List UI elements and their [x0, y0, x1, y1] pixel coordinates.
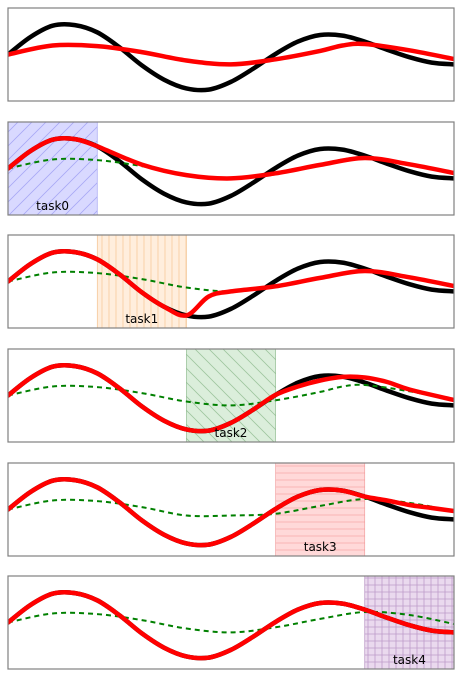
- task-label-3: task3: [304, 540, 337, 554]
- task-region-4: [364, 575, 455, 670]
- panel-4: task3: [7, 462, 455, 557]
- panel-2: task1: [7, 234, 455, 329]
- task-label-4: task4: [393, 653, 426, 667]
- task-region-2: [186, 348, 276, 443]
- target-curve-2: [8, 248, 454, 320]
- task-label-1: task1: [125, 312, 158, 326]
- panel-frame-2: [7, 234, 455, 329]
- prediction-curve-0: [8, 41, 454, 67]
- panel-0: [7, 7, 455, 102]
- prediction-curve-4: [8, 476, 454, 548]
- prediction-curve-1: [8, 135, 454, 181]
- panel-frame-1: [7, 121, 455, 216]
- panel-1: task0: [7, 121, 455, 216]
- panel-5: task4: [7, 575, 455, 670]
- prediction-curve-3: [8, 362, 454, 434]
- task-region-3: [275, 462, 366, 557]
- panel-frame-0: [7, 7, 455, 102]
- target-curve-0: [8, 21, 454, 93]
- task-label-2: task2: [215, 426, 248, 440]
- panel-frame-4: [7, 462, 455, 557]
- task-label-0: task0: [36, 199, 69, 213]
- prediction-curve-5: [8, 589, 454, 661]
- previous-prediction-3: [8, 383, 454, 407]
- panel-frame-3: [7, 348, 455, 443]
- panel-frame-5: [7, 575, 455, 670]
- panel-3: task2: [7, 348, 455, 443]
- prediction-curve-2: [8, 248, 454, 318]
